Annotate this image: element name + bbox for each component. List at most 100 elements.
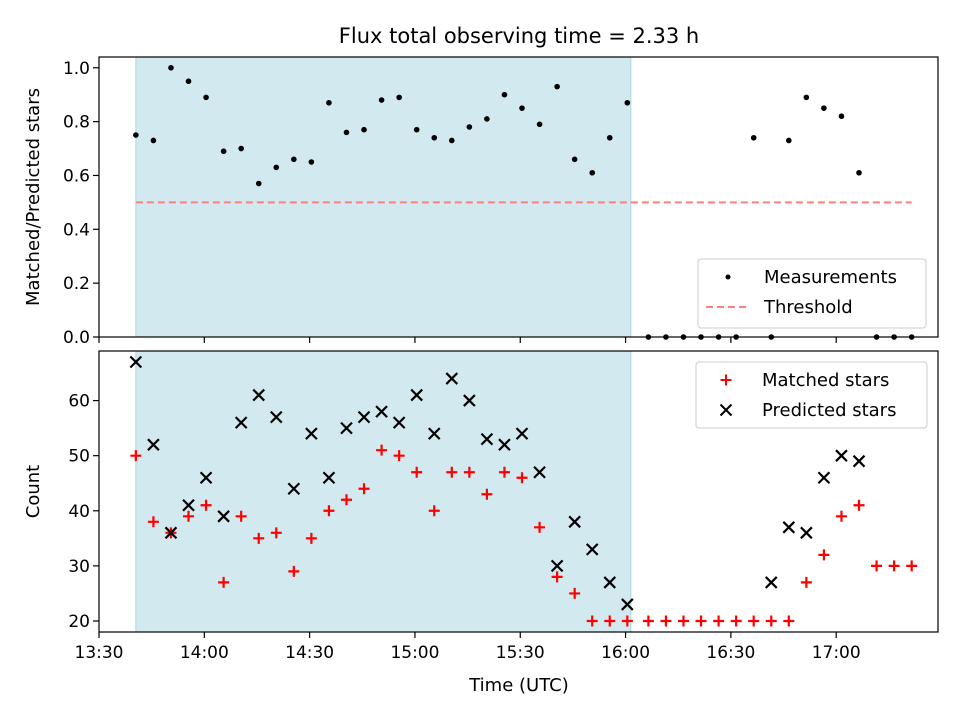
matched-stars-point	[713, 615, 725, 627]
y-axis-label: Matched/Predicted stars	[23, 88, 44, 306]
matched-stars-point	[428, 505, 440, 517]
y-tick-label: 40	[68, 502, 90, 522]
matched-stars-point	[551, 571, 563, 583]
measurements-point	[168, 64, 174, 71]
measurements-point	[856, 169, 862, 176]
measurements-point	[750, 134, 757, 141]
measurements-point	[291, 156, 297, 163]
predicted-stars-point	[427, 427, 441, 440]
predicted-stars-series	[129, 355, 866, 611]
legend-measurements-label: Measurements	[764, 267, 897, 288]
y-axis-label: Count	[23, 465, 44, 518]
matched-stars-point	[235, 510, 247, 522]
predicted-stars-point	[375, 405, 388, 418]
matched-stars-point	[534, 521, 546, 533]
measurements-point	[361, 126, 367, 133]
matched-stars-point	[393, 450, 405, 462]
measurements-point	[255, 180, 262, 187]
data-marks	[129, 355, 918, 627]
predicted-stars-point	[357, 410, 371, 424]
matched-stars-point	[835, 510, 847, 522]
measurements-point	[343, 129, 350, 136]
x-tick-label: 14:00	[180, 643, 229, 663]
matched-stars-point	[130, 450, 142, 462]
matched-stars-point	[323, 505, 335, 517]
measurements-series	[133, 64, 915, 340]
matched-stars-point	[147, 516, 159, 528]
matched-stars-point	[200, 499, 212, 511]
y-tick-label: 20	[68, 612, 90, 632]
predicted-stars-point	[835, 449, 848, 462]
matched-stars-point	[660, 615, 672, 627]
measurements-point	[786, 137, 792, 144]
predicted-stars-point	[199, 471, 213, 485]
measurements-point	[821, 105, 827, 111]
measurements-point	[273, 164, 280, 171]
matched-stars-point	[871, 560, 883, 572]
x-axis-label: Time (UTC)	[468, 675, 569, 696]
ratio-panel: 0.0 0.2 0.4 0.6 0.8 1.0 Matched/Predicted sta…	[23, 56, 939, 348]
matched-stars-point	[730, 615, 742, 627]
measurements-point	[150, 137, 157, 144]
matched-stars-point	[818, 549, 830, 561]
plot-frame	[98, 56, 939, 338]
predicted-stars-point	[305, 427, 318, 440]
matched-stars-point	[748, 615, 760, 627]
measurements-point	[571, 156, 578, 163]
x-tick-label: 15:30	[496, 643, 545, 663]
y-tick-label: 1.0	[63, 59, 90, 79]
matched-stars-point	[695, 615, 707, 627]
y-tick-label: 60	[68, 392, 90, 412]
y-tick-label: 0.6	[63, 166, 90, 186]
measurements-point	[378, 97, 385, 103]
observing-window-shade	[135, 350, 632, 633]
predicted-stars-point	[164, 526, 178, 540]
matched-stars-point	[183, 510, 195, 522]
matched-stars-point	[642, 615, 654, 627]
legend-box	[695, 361, 928, 429]
matched-stars-point	[463, 466, 475, 478]
legend: Matched stars Predicted stars	[695, 361, 928, 429]
legend-matched-marker	[720, 374, 732, 386]
predicted-stars-point	[585, 543, 599, 556]
matched-stars-point	[358, 483, 370, 495]
measurements-point	[501, 91, 508, 98]
matched-stars-point	[498, 466, 510, 478]
measurements-point	[413, 126, 420, 133]
predicted-stars-point	[603, 576, 617, 589]
measurements-point	[803, 94, 810, 101]
measurements-point	[589, 169, 596, 176]
measurements-point	[519, 105, 525, 111]
predicted-stars-point	[817, 471, 831, 485]
y-tick-label: 0.0	[63, 328, 90, 348]
data-marks	[133, 64, 915, 340]
predicted-stars-point	[445, 372, 459, 385]
predicted-stars-point	[568, 515, 581, 529]
predicted-stars-point	[129, 355, 143, 369]
measurements-point	[431, 134, 438, 141]
legend-matched-label: Matched stars	[762, 370, 889, 391]
predicted-stars-point	[234, 416, 248, 429]
plot-frame	[98, 350, 939, 633]
observing-window-rect	[135, 56, 632, 338]
predicted-stars-point	[182, 498, 195, 512]
matched-stars-point	[446, 466, 458, 478]
x-tick-label: 16:00	[601, 643, 650, 663]
matched-stars-point	[783, 615, 795, 627]
predicted-stars-point	[217, 510, 230, 523]
matched-stars-point	[376, 444, 388, 456]
matched-stars-point	[218, 576, 230, 588]
y-tick-label: 0.4	[63, 220, 90, 240]
y-tick-label: 30	[68, 557, 90, 577]
measurements-point	[238, 145, 244, 152]
predicted-stars-point	[800, 526, 813, 540]
matched-stars-point	[288, 565, 300, 577]
matched-stars-point	[569, 587, 581, 599]
measurements-point	[326, 99, 332, 106]
matched-stars-point	[765, 615, 777, 627]
measurements-point	[185, 78, 192, 85]
predicted-stars-point	[480, 432, 494, 446]
matched-stars-point	[340, 494, 352, 506]
predicted-stars-point	[533, 465, 546, 479]
